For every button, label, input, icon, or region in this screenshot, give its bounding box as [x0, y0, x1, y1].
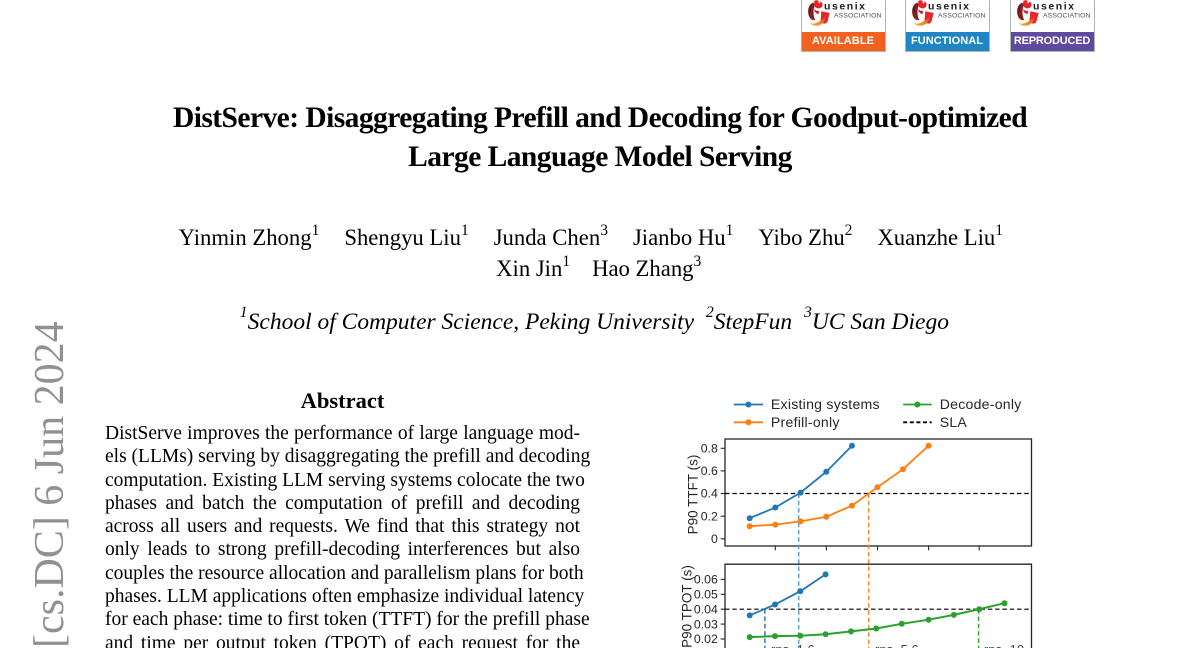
- svg-text:0.2: 0.2: [701, 509, 718, 523]
- svg-text:0.8: 0.8: [701, 442, 718, 456]
- svg-text:0.6: 0.6: [701, 464, 718, 478]
- svg-text:Decode-only: Decode-only: [940, 396, 1023, 412]
- svg-text:rps=1.6: rps=1.6: [771, 642, 815, 648]
- svg-text:rps=5.6: rps=5.6: [875, 642, 919, 648]
- svg-text:0.4: 0.4: [701, 487, 718, 501]
- svg-text:SLA: SLA: [940, 414, 968, 430]
- svg-text:rps=10: rps=10: [984, 642, 1024, 648]
- svg-text:0.03: 0.03: [694, 617, 718, 631]
- svg-text:Prefill-only: Prefill-only: [771, 414, 840, 430]
- svg-text:P90 TPOT (s): P90 TPOT (s): [680, 565, 695, 648]
- svg-text:0.02: 0.02: [694, 632, 718, 646]
- svg-text:0.04: 0.04: [694, 602, 718, 616]
- svg-text:Existing systems: Existing systems: [771, 396, 880, 412]
- svg-text:0.06: 0.06: [694, 573, 718, 587]
- svg-text:P90 TTFT (s): P90 TTFT (s): [686, 455, 701, 535]
- svg-text:0: 0: [711, 532, 718, 546]
- svg-text:0.05: 0.05: [694, 588, 718, 602]
